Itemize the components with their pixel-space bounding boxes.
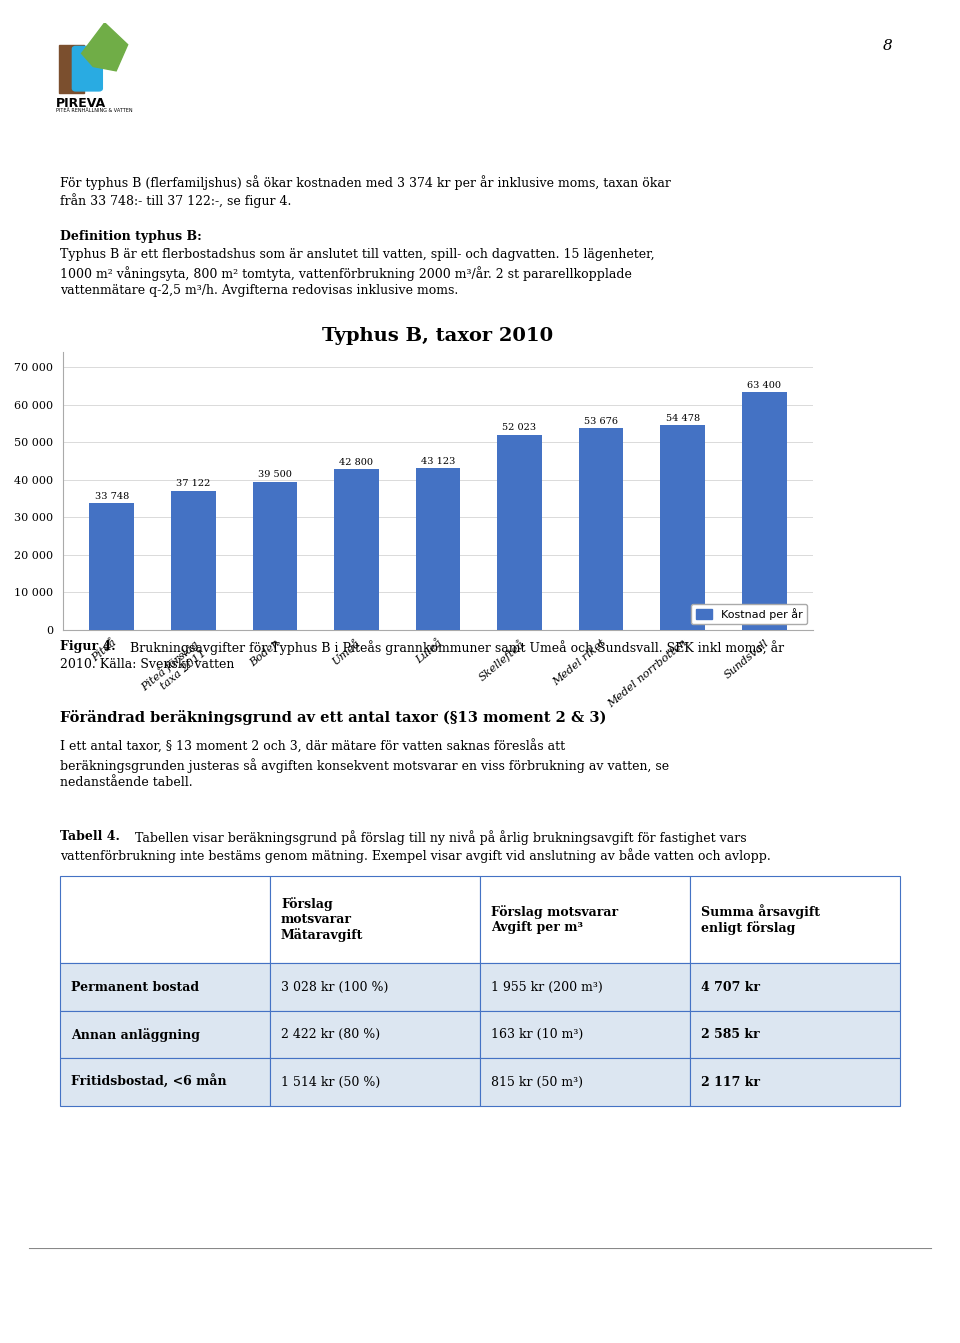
Bar bbox=[579, 428, 623, 630]
Text: från 33 748:- till 37 122:-, se figur 4.: från 33 748:- till 37 122:-, se figur 4. bbox=[60, 193, 292, 208]
Text: 37 122: 37 122 bbox=[177, 479, 210, 489]
Text: 39 500: 39 500 bbox=[258, 470, 292, 479]
Bar bbox=[89, 504, 134, 630]
Text: Org.nr: 25-556057-1274: Org.nr: 25-556057-1274 bbox=[634, 1319, 769, 1328]
Text: 52 023: 52 023 bbox=[502, 423, 537, 432]
FancyBboxPatch shape bbox=[72, 47, 103, 91]
Text: 33 748: 33 748 bbox=[95, 492, 129, 501]
Bar bbox=[334, 469, 379, 630]
Text: 53 676: 53 676 bbox=[584, 418, 618, 426]
Text: 54 478: 54 478 bbox=[665, 414, 700, 423]
Text: E-post: info@pireva.se: E-post: info@pireva.se bbox=[355, 1319, 480, 1328]
Legend: Kostnad per år: Kostnad per år bbox=[691, 603, 807, 624]
Text: Box 555: Box 555 bbox=[58, 1292, 103, 1301]
Text: Postgiro: 23 00 00-2: Postgiro: 23 00 00-2 bbox=[634, 1265, 760, 1275]
Text: beräkningsgrunden justeras så avgiften konsekvent motsvarar en viss förbrukning : beräkningsgrunden justeras så avgiften k… bbox=[60, 757, 670, 772]
Text: vattenförbrukning inte bestäms genom mätning. Exempel visar avgift vid anslutnin: vattenförbrukning inte bestäms genom mät… bbox=[60, 847, 771, 862]
Text: Piteå Renhållning och Vatten AB: Piteå Renhållning och Vatten AB bbox=[58, 1265, 260, 1277]
Text: 8: 8 bbox=[883, 39, 893, 52]
Text: Figur 4.: Figur 4. bbox=[60, 641, 116, 653]
Text: 42 800: 42 800 bbox=[340, 458, 373, 467]
Text: PITEÅ RENHÅLLNING & VATTEN: PITEÅ RENHÅLLNING & VATTEN bbox=[57, 107, 132, 113]
Text: Tabell 4.: Tabell 4. bbox=[60, 830, 120, 843]
Text: Definition typhus B:: Definition typhus B: bbox=[60, 230, 203, 243]
Text: 943 28 ÖJEBYN: 943 28 ÖJEBYN bbox=[58, 1319, 141, 1330]
Text: Tabellen visar beräkningsgrund på förslag till ny nivå på årlig brukningsavgift : Tabellen visar beräkningsgrund på försla… bbox=[131, 830, 746, 845]
Text: Bankgiro: 2345-3456: Bankgiro: 2345-3456 bbox=[634, 1292, 751, 1301]
Polygon shape bbox=[82, 23, 128, 71]
Text: 2010. Källa: Svenskt vatten: 2010. Källa: Svenskt vatten bbox=[60, 658, 235, 672]
Bar bbox=[252, 482, 298, 630]
Bar bbox=[497, 435, 542, 630]
Text: För typhus B (flerfamiljshus) så ökar kostnaden med 3 374 kr per år inklusive mo: För typhus B (flerfamiljshus) så ökar ko… bbox=[60, 175, 671, 189]
Text: I ett antal taxor, § 13 moment 2 och 3, där mätare för vatten saknas föreslås at: I ett antal taxor, § 13 moment 2 och 3, … bbox=[60, 740, 565, 755]
Bar bbox=[416, 467, 461, 630]
Text: 43 123: 43 123 bbox=[420, 457, 455, 466]
Text: 63 400: 63 400 bbox=[747, 380, 781, 389]
Text: nedanstående tabell.: nedanstående tabell. bbox=[60, 776, 193, 788]
Bar bbox=[171, 490, 216, 630]
Text: 1000 m² våningsyta, 800 m² tomtyta, vattenförbrukning 2000 m³/år. 2 st pararellk: 1000 m² våningsyta, 800 m² tomtyta, vatt… bbox=[60, 266, 633, 281]
Text: Förändrad beräkningsgrund av ett antal taxor (§13 moment 2 & 3): Förändrad beräkningsgrund av ett antal t… bbox=[60, 710, 607, 725]
Text: Brukningsavgifter för Typhus B i Piteås grannkommuner samt Umeå och Sundsvall. S: Brukningsavgifter för Typhus B i Piteås … bbox=[126, 641, 784, 655]
Text: Fax: 0911-931 99: Fax: 0911-931 99 bbox=[355, 1292, 452, 1301]
Bar bbox=[660, 426, 705, 630]
Text: Typhus B är ett flerbostadshus som är anslutet till vatten, spill- och dagvatten: Typhus B är ett flerbostadshus som är an… bbox=[60, 248, 655, 261]
Title: Typhus B, taxor 2010: Typhus B, taxor 2010 bbox=[323, 326, 554, 345]
Bar bbox=[59, 44, 84, 93]
Text: vattenmätare q-2,5 m³/h. Avgifterna redovisas inklusive moms.: vattenmätare q-2,5 m³/h. Avgifterna redo… bbox=[60, 283, 459, 297]
Text: PIREVA: PIREVA bbox=[57, 97, 107, 110]
Bar bbox=[742, 392, 786, 630]
Text: Tel: 0911-931 00: Tel: 0911-931 00 bbox=[355, 1265, 459, 1275]
